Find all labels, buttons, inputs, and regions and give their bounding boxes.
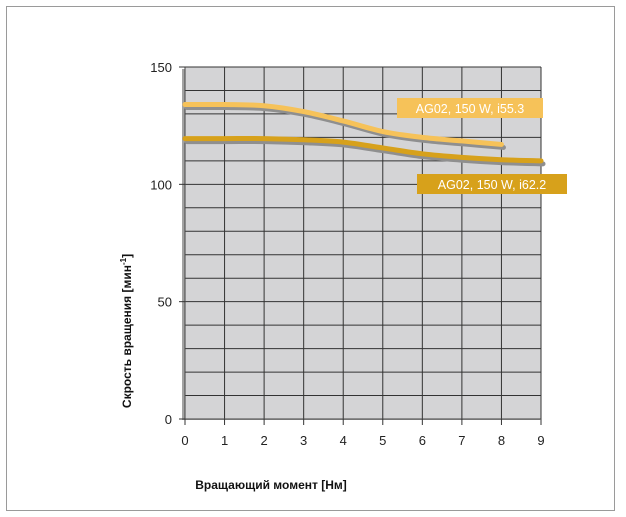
x-tick-label-1: 1 xyxy=(221,433,228,448)
y-tick-label-50: 50 xyxy=(158,295,172,310)
x-tick-label-5: 5 xyxy=(379,433,386,448)
x-tick-label-8: 8 xyxy=(498,433,505,448)
x-tick-label-6: 6 xyxy=(419,433,426,448)
x-tick-label-7: 7 xyxy=(458,433,465,448)
series-1-line xyxy=(182,135,544,164)
y-axis-label-suffix: ] xyxy=(120,254,134,258)
x-tick-label-2: 2 xyxy=(260,433,267,448)
y-tick-label-150: 150 xyxy=(150,60,172,75)
y-axis-label: Скрость вращения [мин-1] xyxy=(119,254,134,408)
x-axis-label: Вращающий момент [Нм] xyxy=(195,478,347,492)
x-tick-labels: 0 1 2 3 4 5 6 7 8 9 xyxy=(181,419,545,448)
curve-labels: AG02, 150 W, i55.3 AG02, 150 W, i62.2 xyxy=(397,98,567,194)
series-0-label-box xyxy=(397,98,543,118)
plot-area xyxy=(185,67,541,419)
series-0-line xyxy=(182,101,504,147)
x-tick-label-9: 9 xyxy=(537,433,544,448)
y-tick-label-0: 0 xyxy=(165,412,172,427)
series-0-label: AG02, 150 W, i55.3 xyxy=(416,102,524,116)
y-axis-label-superscript: -1 xyxy=(119,257,128,265)
y-tick-label-100: 100 xyxy=(150,177,172,192)
y-axis-label-main: Скрость вращения [мин xyxy=(120,265,134,408)
series-1-label-box xyxy=(417,174,567,194)
y-tick-labels: 0 50 100 150 xyxy=(150,60,185,427)
series-layer xyxy=(182,101,546,167)
series-1-shadow xyxy=(184,138,546,167)
x-tick-label-3: 3 xyxy=(300,433,307,448)
x-tick-label-0: 0 xyxy=(181,433,188,448)
x-tick-label-4: 4 xyxy=(340,433,347,448)
series-1-label: AG02, 150 W, i62.2 xyxy=(438,178,546,192)
